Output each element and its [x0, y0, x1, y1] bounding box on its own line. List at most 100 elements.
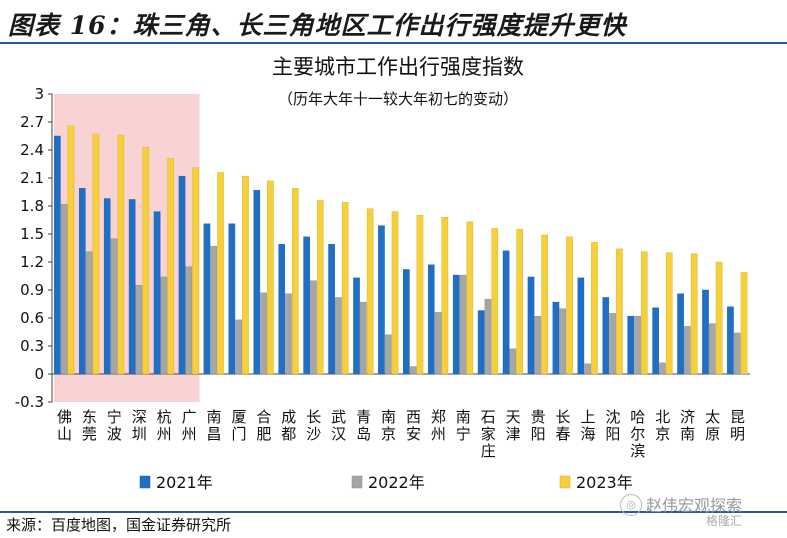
bar — [509, 348, 517, 375]
x-tick-label: 南宁 — [456, 408, 471, 443]
watermark: ◎ 赵伟宏观探索 格隆汇 — [620, 490, 785, 534]
y-tick-label: 3 — [34, 85, 44, 103]
bar — [278, 244, 286, 375]
x-tick-label: 石家庄 — [481, 408, 496, 460]
bar — [378, 225, 385, 375]
bar — [452, 274, 460, 375]
chart-subtitle: （历年大年十一较大年初七的变动） — [278, 90, 518, 108]
bar — [160, 276, 168, 375]
y-tick-label: 1.5 — [20, 225, 44, 243]
y-axis: -0.3 0 0.3 0.6 0.9 1.2 1.5 1.8 2.1 2.4 2.7 3 — [15, 85, 750, 411]
bar — [310, 280, 317, 375]
bar — [690, 253, 698, 375]
bar — [92, 133, 100, 375]
x-tick-label: 成都 — [281, 408, 296, 443]
bar — [466, 221, 474, 375]
x-axis-labels: 佛山东莞宁波深圳杭州广州南昌厦门合肥成都长沙武汉青岛南京西安郑州南宁石家庄天津贵… — [57, 408, 745, 460]
y-tick-label: 2.7 — [20, 113, 44, 131]
bar — [740, 272, 748, 375]
bar — [702, 289, 709, 375]
bar — [328, 244, 335, 375]
bar — [54, 135, 61, 375]
x-tick-label: 武汉 — [331, 408, 346, 443]
bar — [67, 125, 75, 375]
bar — [303, 236, 310, 375]
bar — [416, 215, 424, 375]
bar — [185, 266, 193, 375]
chart-title: 主要城市工作出行强度指数 — [272, 55, 524, 79]
legend-swatch — [559, 475, 571, 489]
bar — [142, 146, 150, 375]
bar — [409, 366, 417, 375]
x-tick-label: 青岛 — [356, 408, 371, 443]
x-tick-label: 长沙 — [306, 408, 321, 443]
bar — [316, 200, 324, 375]
legend-label: 2021年 — [156, 473, 213, 492]
bar — [210, 245, 218, 375]
x-tick-label: 厦门 — [231, 408, 246, 443]
bar — [627, 315, 635, 375]
legend-label: 2022年 — [368, 473, 425, 492]
bar — [709, 323, 716, 375]
bar — [641, 251, 648, 375]
x-tick-label: 广州 — [182, 408, 197, 443]
bar — [541, 234, 548, 375]
bar — [128, 199, 136, 375]
bar — [192, 167, 199, 375]
bar — [135, 285, 143, 375]
bar — [85, 251, 93, 375]
bar — [665, 252, 673, 375]
bar — [516, 229, 523, 375]
x-tick-label: 长春 — [556, 408, 571, 443]
bar — [228, 223, 236, 375]
figure-title: 图表 16：珠三角、长三角地区工作出行强度提升更快 — [8, 11, 627, 40]
bar — [242, 175, 249, 375]
x-tick-label: 北京 — [655, 408, 670, 443]
bar — [577, 277, 585, 375]
bar — [341, 202, 349, 375]
bar — [602, 297, 610, 375]
bar — [591, 242, 598, 375]
bar — [552, 301, 560, 375]
bar — [366, 208, 374, 375]
bar — [60, 203, 68, 375]
x-tick-label: 深圳 — [132, 408, 147, 443]
header-rule — [0, 42, 787, 44]
bar — [609, 313, 616, 375]
bar — [527, 276, 535, 375]
legend-swatch — [139, 475, 151, 489]
bar — [459, 274, 467, 375]
x-tick-label: 宁波 — [107, 408, 122, 443]
bar — [260, 292, 267, 375]
bar — [502, 250, 510, 375]
bar — [634, 315, 641, 375]
bar — [292, 188, 299, 375]
bar — [153, 211, 161, 375]
bar — [477, 310, 485, 375]
bar — [391, 211, 399, 375]
y-tick-label: 1.8 — [20, 197, 44, 215]
watermark-tag: 格隆汇 — [706, 514, 743, 528]
x-tick-label: 南京 — [381, 408, 396, 443]
x-tick-label: 天津 — [506, 408, 521, 443]
bar — [441, 216, 449, 375]
bar — [559, 308, 567, 375]
bar — [715, 261, 723, 375]
bar — [659, 362, 666, 375]
legend-label: 2023年 — [576, 473, 633, 492]
footer-rule — [0, 511, 787, 513]
bar — [203, 223, 211, 375]
x-tick-label: 沈阳 — [605, 408, 620, 443]
bar — [117, 134, 125, 375]
figure-header: 图表 16：珠三角、长三角地区工作出行强度提升更快 — [0, 0, 787, 44]
legend: 2021年 2022年 2023年 — [139, 473, 633, 492]
bar — [484, 299, 492, 375]
bar — [491, 228, 499, 375]
y-tick-label: 0.6 — [20, 309, 44, 327]
bar — [684, 326, 691, 375]
bar — [178, 175, 186, 375]
y-tick-label: 1.2 — [20, 253, 44, 271]
x-tick-label: 东莞 — [82, 408, 97, 443]
bar — [566, 236, 573, 375]
y-tick-label: -0.3 — [15, 393, 44, 411]
